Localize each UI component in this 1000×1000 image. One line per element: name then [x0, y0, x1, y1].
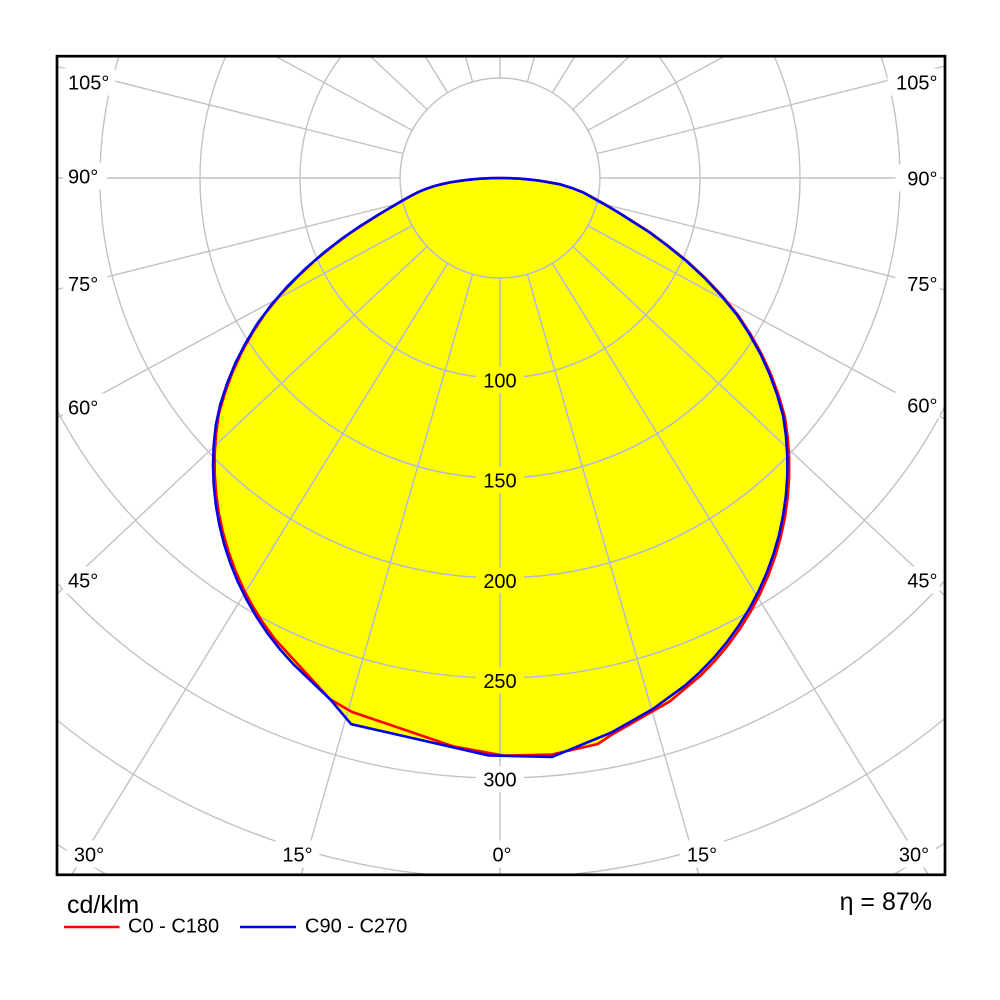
svg-text:105°: 105°: [896, 72, 937, 94]
svg-text:45°: 45°: [68, 570, 98, 592]
svg-text:15°: 15°: [282, 844, 312, 866]
svg-text:105°: 105°: [68, 72, 109, 94]
svg-text:60°: 60°: [907, 395, 937, 417]
svg-text:15°: 15°: [687, 844, 717, 866]
svg-text:60°: 60°: [68, 397, 98, 419]
svg-text:C90 - C270: C90 - C270: [305, 915, 407, 937]
svg-text:100: 100: [483, 370, 516, 392]
svg-text:C0 - C180: C0 - C180: [128, 915, 219, 937]
svg-text:75°: 75°: [68, 274, 98, 296]
svg-text:150: 150: [483, 470, 516, 492]
svg-text:30°: 30°: [899, 844, 929, 866]
svg-text:cd/klm: cd/klm: [67, 891, 139, 919]
svg-text:90°: 90°: [907, 168, 937, 190]
svg-text:90°: 90°: [68, 166, 98, 188]
svg-text:200: 200: [483, 571, 516, 593]
svg-text:30°: 30°: [74, 844, 104, 866]
svg-text:75°: 75°: [907, 274, 937, 296]
svg-text:45°: 45°: [907, 570, 937, 592]
svg-text:0°: 0°: [492, 844, 511, 866]
svg-text:250: 250: [483, 671, 516, 693]
svg-text:η = 87%: η = 87%: [840, 888, 932, 916]
svg-text:300: 300: [483, 769, 516, 791]
